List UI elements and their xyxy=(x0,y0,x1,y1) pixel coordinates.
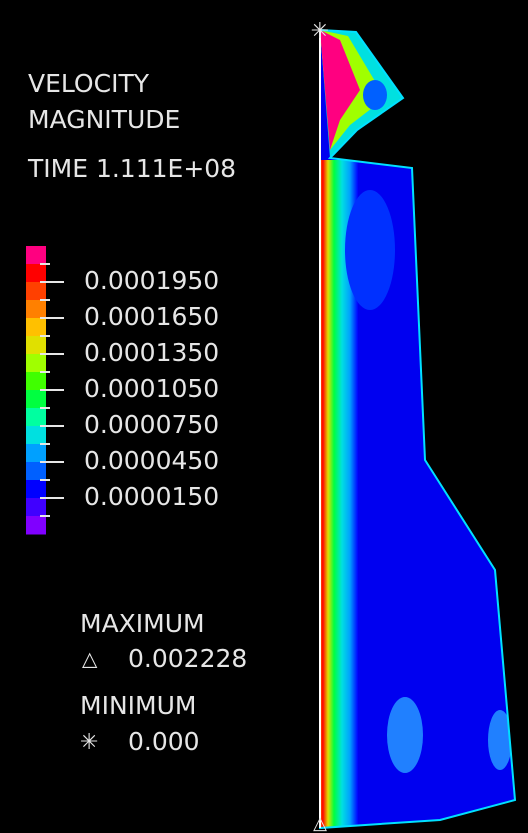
time-label: TIME 1.111E+08 xyxy=(27,154,236,183)
legend-swatch xyxy=(26,498,46,517)
domain-outline xyxy=(319,28,517,830)
legend-swatch xyxy=(26,516,46,535)
legend-label: 0.0000150 xyxy=(84,482,219,511)
legend-label: 0.0000750 xyxy=(84,410,219,439)
title-line: MAGNITUDE xyxy=(28,105,180,134)
minimum-value: 0.000 xyxy=(128,727,200,756)
legend-swatch xyxy=(26,264,46,283)
legend-label: 0.0001650 xyxy=(84,302,219,331)
title-line: VELOCITY xyxy=(28,69,150,98)
max-symbol: △ xyxy=(82,647,98,671)
legend-swatch xyxy=(26,354,46,373)
min-symbol: ✳ xyxy=(80,730,98,755)
max-marker: △ xyxy=(313,813,327,833)
legend-label: 0.0001350 xyxy=(84,338,219,367)
maximum-label: MAXIMUM xyxy=(80,609,205,638)
legend-swatch xyxy=(26,300,46,319)
legend-swatch xyxy=(26,480,46,499)
legend-swatch xyxy=(26,462,46,481)
legend-swatch xyxy=(26,282,46,301)
color-legend: 0.0001950 0.0001650 0.0001350 0.0001050 0.00… xyxy=(26,246,219,535)
legend-swatch xyxy=(26,318,46,337)
legend-swatch xyxy=(26,390,46,409)
legend-swatch xyxy=(26,444,46,463)
legend-swatch xyxy=(26,426,46,445)
legend-swatch xyxy=(26,372,46,391)
legend-label: 0.0001950 xyxy=(84,266,219,295)
min-marker: ✳ xyxy=(311,19,329,44)
legend-label: 0.0000450 xyxy=(84,446,219,475)
legend-swatch xyxy=(26,246,46,265)
legend-swatch xyxy=(26,336,46,355)
legend-swatch xyxy=(26,408,46,427)
legend-label: 0.0001050 xyxy=(84,374,219,403)
maximum-value: 0.002228 xyxy=(128,644,247,673)
minimum-label: MINIMUM xyxy=(80,691,196,720)
